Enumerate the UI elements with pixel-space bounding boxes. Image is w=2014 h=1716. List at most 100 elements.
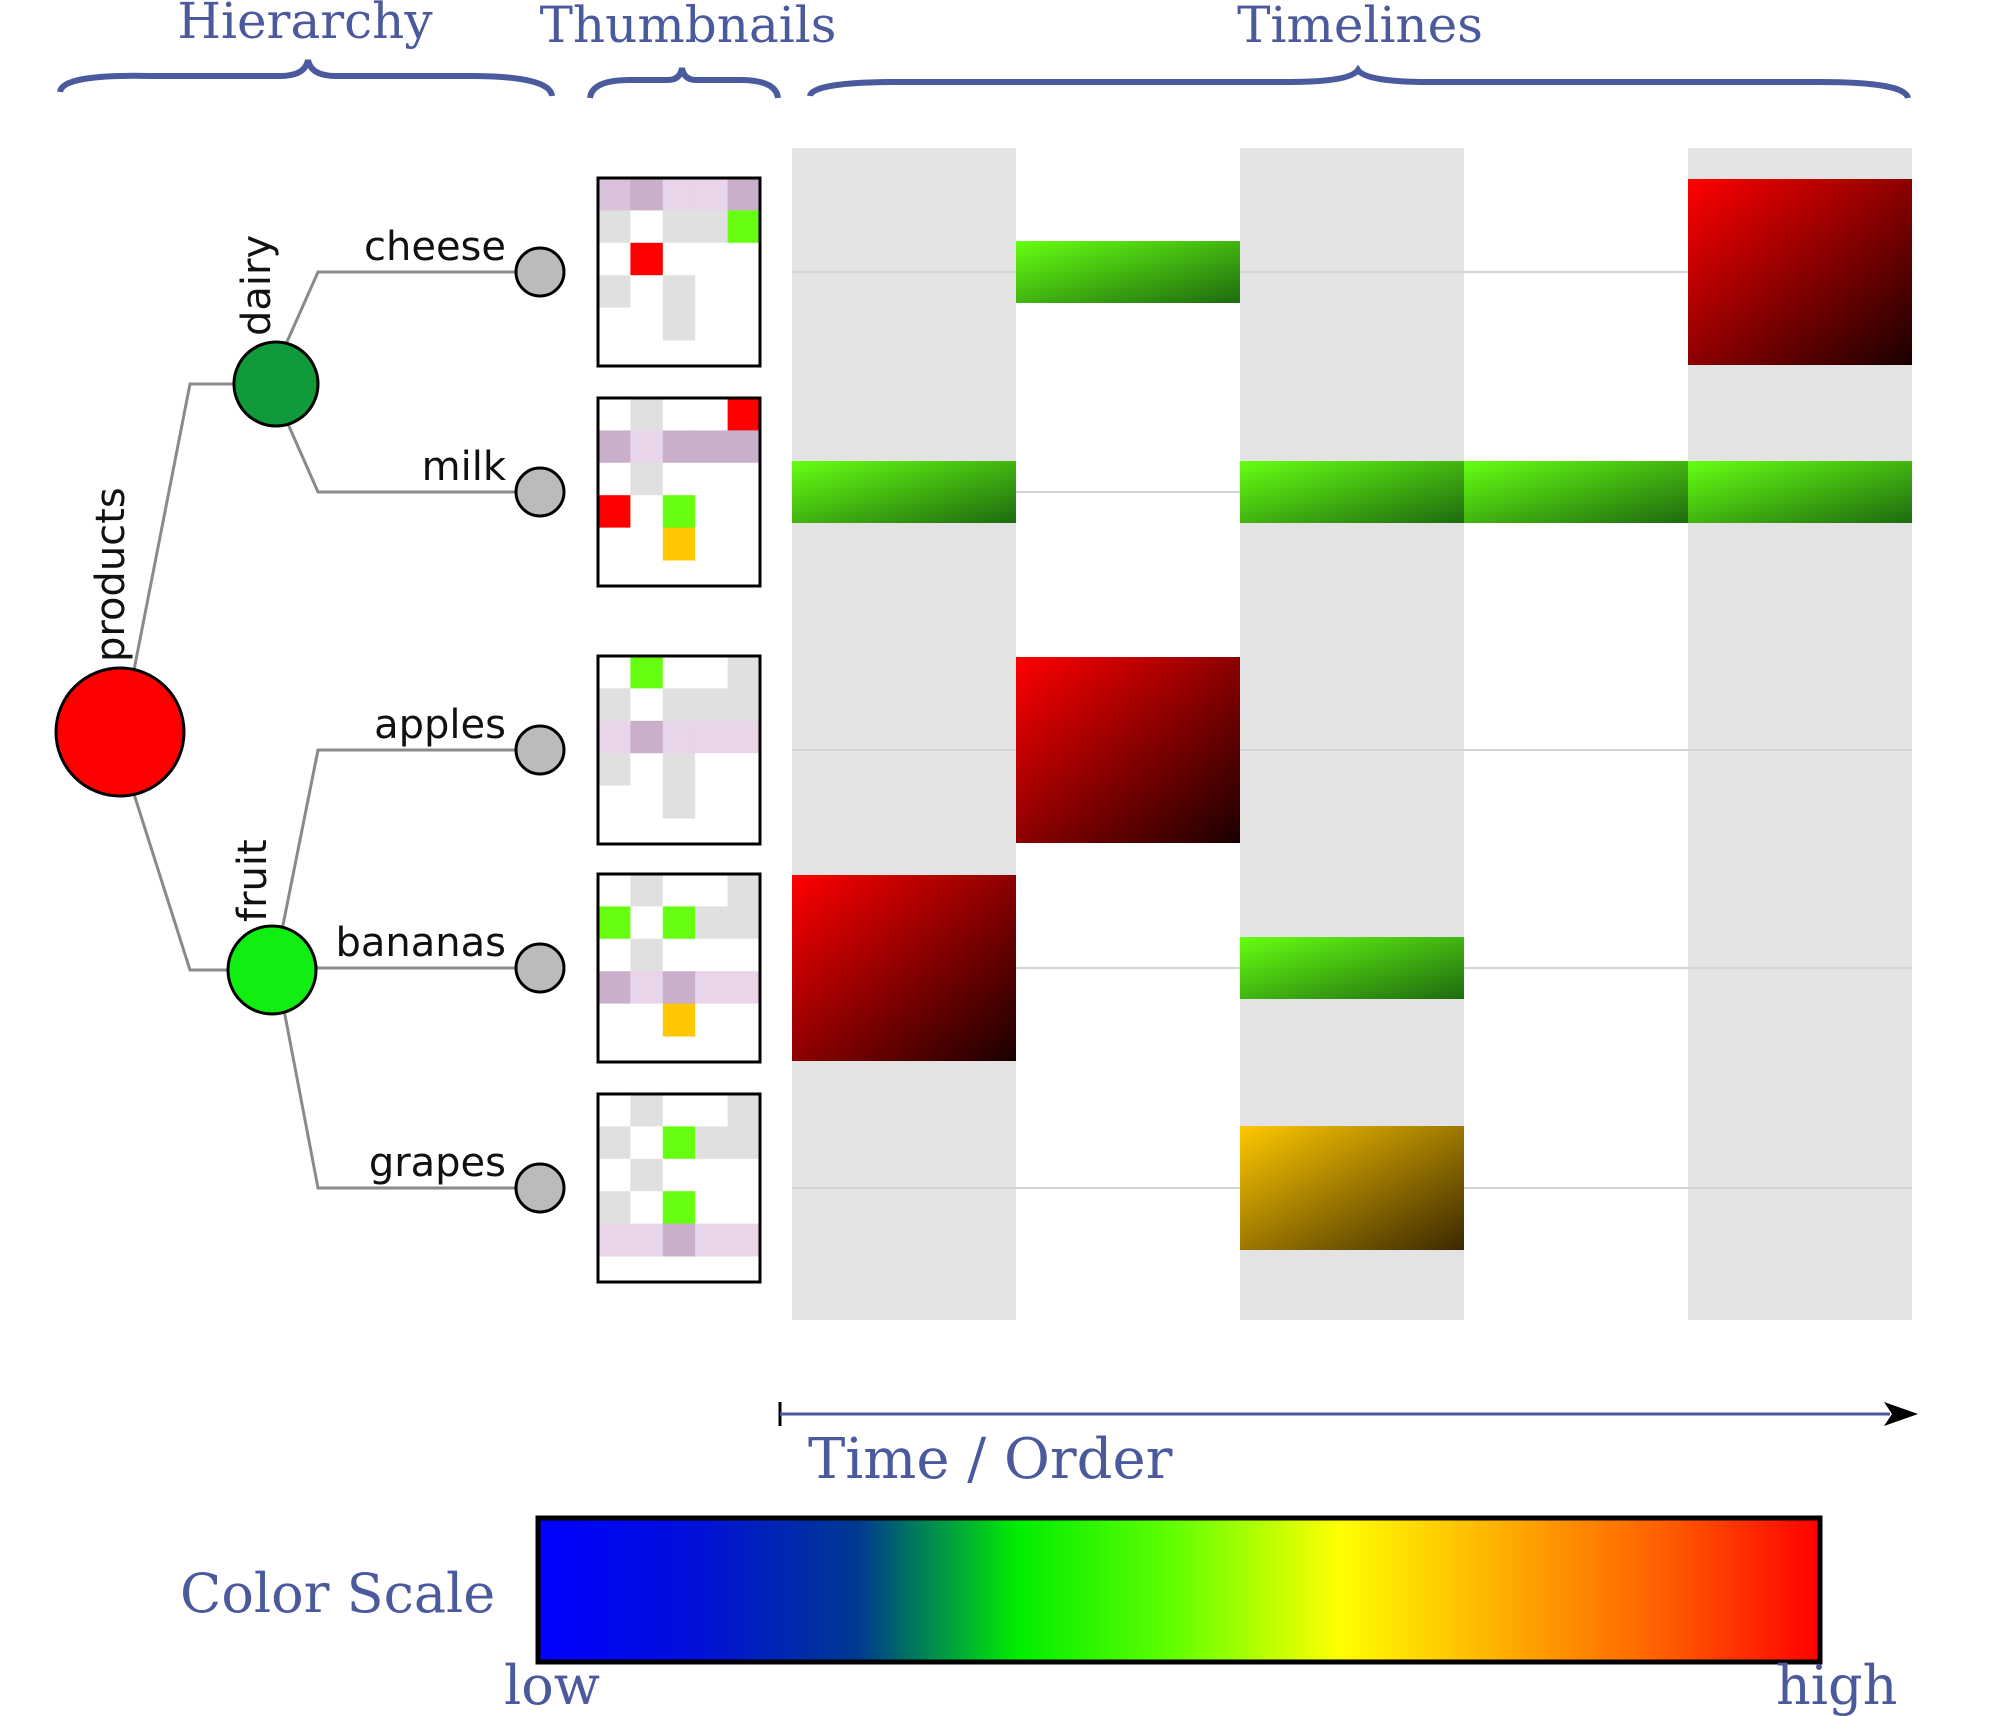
timeline-event-cheese[interactable] (1016, 241, 1240, 303)
thumbnail-cell (630, 720, 664, 754)
timeline-event-grapes[interactable] (1240, 1126, 1464, 1250)
timelines-area (792, 148, 1912, 1320)
thumbnail-cell (598, 527, 631, 561)
thumbnail-milk[interactable] (596, 396, 762, 588)
group-node-dairy[interactable] (232, 340, 320, 428)
group-node-fruit[interactable] (226, 924, 318, 1016)
thumbnail-cell (695, 495, 729, 529)
time-slot-band (792, 148, 1016, 1320)
thumbnail-cell (598, 971, 631, 1005)
thumbnail-cell (695, 785, 729, 819)
thumbnail-cell (695, 720, 729, 754)
thumbnail-cell (662, 1126, 696, 1160)
hierarchy-title: Hierarchy (177, 0, 433, 50)
thumbnail-frame (596, 176, 762, 368)
time-axis-label: Time / Order (808, 1427, 1173, 1492)
hierarchy-brace (57, 59, 555, 97)
thumbnail-cell (598, 874, 631, 907)
thumbnail-grapes[interactable] (596, 1092, 762, 1284)
thumbnail-cell (630, 1003, 664, 1037)
thumbnail-cell (662, 1223, 696, 1257)
group-label-dairy: dairy (234, 235, 280, 336)
thumbnail-cell (695, 307, 729, 341)
thumbnail-cell (630, 971, 664, 1005)
thumbnail-frame (596, 396, 762, 588)
thumbnail-cell (727, 753, 761, 787)
thumbnail-cell (598, 1223, 631, 1257)
thumbnail-cheese[interactable] (596, 176, 762, 368)
thumbnail-cell (630, 753, 664, 787)
timeline-event-bananas[interactable] (792, 875, 1016, 1061)
thumbnail-cell (695, 1126, 729, 1160)
timeline-event-milk[interactable] (1688, 461, 1912, 523)
thumbnail-cell (630, 242, 664, 276)
thumbnail-cell (727, 1191, 761, 1225)
thumbnail-cell (662, 398, 696, 431)
leaf-node-bananas[interactable] (514, 942, 566, 994)
time-slot-band (1240, 148, 1464, 1320)
thumbnails-column (596, 176, 762, 1284)
timeline-event-milk[interactable] (1464, 461, 1688, 523)
thumbnail-cell (695, 688, 729, 722)
tree-edge-cheese (284, 270, 516, 345)
thumbnail-cell (662, 938, 696, 972)
color-scale-high-label: high (1776, 1654, 1897, 1716)
thumbnail-cell (695, 971, 729, 1005)
thumbnail-cell (662, 720, 696, 754)
thumbnail-cell (598, 242, 631, 276)
leaf-node-grapes[interactable] (514, 1162, 566, 1214)
root-label: products (88, 487, 134, 662)
tree-edge-milk (286, 423, 516, 494)
thumbnail-cell (598, 720, 631, 754)
tree-edge-grapes (282, 1009, 516, 1190)
thumbnail-cell (598, 307, 631, 341)
thumbnail-apples[interactable] (596, 654, 762, 846)
timeline-event-apples[interactable] (1016, 657, 1240, 843)
thumbnail-bananas[interactable] (596, 872, 762, 1064)
thumbnail-frame (596, 654, 762, 846)
thumbnail-cell (630, 1158, 664, 1192)
thumbnail-cell (695, 1094, 729, 1127)
thumbnail-cell (598, 178, 631, 211)
leaf-node-milk[interactable] (514, 466, 566, 518)
time-axis-arrowhead (1884, 1402, 1918, 1426)
leaf-node-apples[interactable] (514, 724, 566, 776)
leaf-label-apples: apples (374, 702, 506, 748)
thumbnail-cell (598, 1003, 631, 1037)
thumbnail-cell (695, 906, 729, 940)
color-scale-title: Color Scale (180, 1562, 495, 1625)
root-node[interactable] (54, 666, 186, 798)
tree-edge-root-fruit (132, 793, 228, 972)
timeline-event-cheese[interactable] (1688, 179, 1912, 365)
thumbnail-cell (727, 971, 761, 1005)
color-scale-bar (535, 1515, 1823, 1665)
timeline-event-milk[interactable] (1240, 461, 1464, 523)
timeline-event-bananas[interactable] (1240, 937, 1464, 999)
thumbnail-cell (695, 527, 729, 561)
thumbnail-cell (662, 906, 696, 940)
thumbnail-cell (662, 1003, 696, 1037)
thumbnail-cell (727, 874, 761, 907)
thumbnail-cell (727, 242, 761, 276)
thumbnail-cell (662, 275, 696, 309)
thumbnail-cell (630, 398, 664, 431)
thumbnails-brace (587, 67, 781, 99)
thumbnail-cell (598, 210, 631, 244)
thumbnail-frame (596, 872, 762, 1064)
thumbnail-cell (662, 1158, 696, 1192)
leaf-node-cheese[interactable] (514, 246, 566, 298)
thumbnail-cell (695, 753, 729, 787)
group-label-fruit: fruit (230, 839, 276, 922)
thumbnail-cell (662, 178, 696, 211)
thumbnail-cell (695, 1223, 729, 1257)
thumbnail-cell (695, 462, 729, 496)
thumbnail-cell (662, 1191, 696, 1225)
thumbnail-cell (630, 1223, 664, 1257)
thumbnail-cell (630, 656, 664, 689)
thumbnail-cell (598, 1191, 631, 1225)
thumbnail-cell (727, 1223, 761, 1257)
thumbnail-cell (598, 1158, 631, 1192)
timeline-event-milk[interactable] (792, 461, 1016, 523)
leaf-label-grapes: grapes (369, 1140, 506, 1186)
